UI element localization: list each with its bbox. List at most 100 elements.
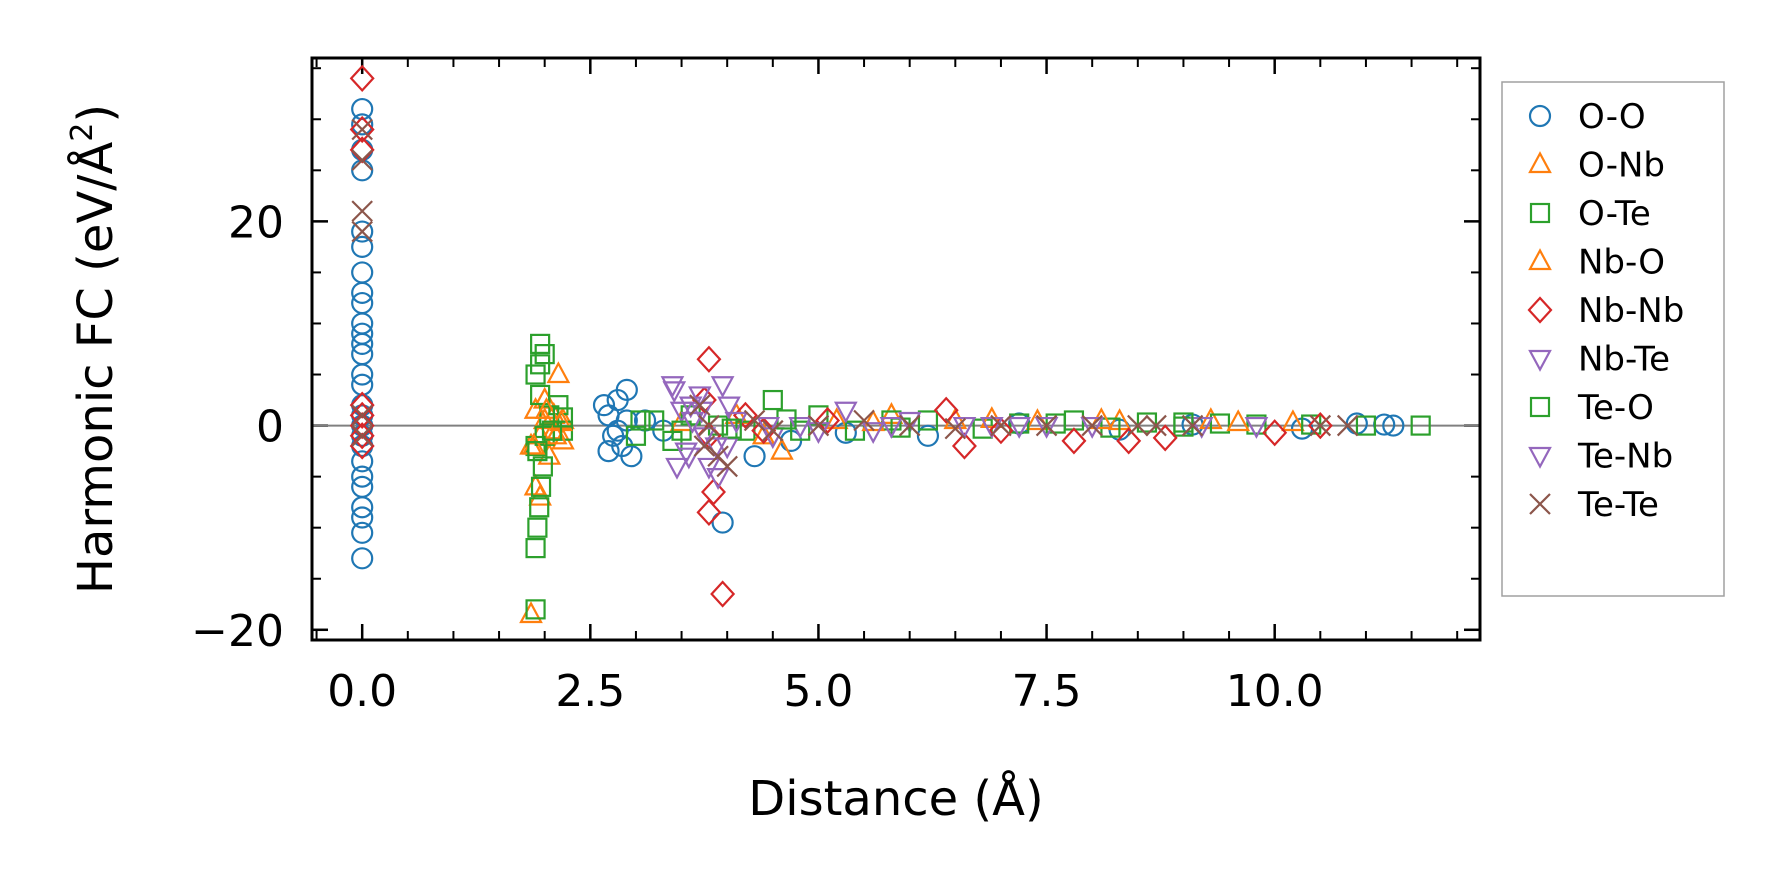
data-point-te-nb	[1034, 416, 1059, 439]
data-point-o-nb	[824, 407, 849, 430]
legend-marker-te-te	[1529, 493, 1551, 515]
legend-marker-o-o	[1528, 104, 1552, 128]
data-point-o-te	[525, 364, 546, 385]
data-point-nb-te	[1080, 416, 1105, 439]
legend-marker-nb-te	[1528, 349, 1552, 372]
data-point-o-te	[530, 333, 551, 354]
legend-marker-o-te	[1529, 202, 1551, 224]
x-axis-label: Distance (Å)	[748, 770, 1043, 827]
data-point-o-o	[620, 445, 643, 468]
y-tick-label: 20	[228, 197, 284, 248]
data-point-o-o	[351, 235, 374, 258]
data-point-o-nb	[1281, 409, 1305, 432]
data-point-o-o	[711, 511, 734, 534]
y-tick-label: 0	[256, 402, 284, 453]
data-point-o-te	[530, 354, 551, 375]
data-point-o-nb	[546, 361, 571, 384]
data-point-o-te	[534, 344, 555, 365]
data-point-te-te	[351, 220, 373, 243]
data-point-o-te	[917, 410, 939, 431]
data-point-nb-nb	[988, 417, 1014, 445]
data-point-te-o	[552, 407, 574, 428]
data-point-o-te	[1355, 415, 1377, 436]
legend-frame	[1501, 81, 1725, 597]
series-te-nb	[662, 381, 1059, 470]
data-point-o-o	[597, 440, 620, 463]
y-tick-label: −20	[191, 606, 284, 657]
data-point-o-te	[1009, 413, 1030, 434]
data-point-nb-te	[1007, 416, 1032, 439]
data-point-nb-te	[710, 376, 735, 399]
data-point-o-o	[916, 424, 940, 447]
data-point-nb-nb	[349, 115, 375, 144]
data-point-o-te	[790, 420, 811, 441]
data-point-te-nb	[704, 437, 729, 460]
data-point-o-o	[351, 496, 374, 519]
data-point-o-nb	[1025, 408, 1050, 431]
data-point-te-te	[351, 404, 373, 427]
data-point-o-te	[1209, 413, 1231, 434]
legend-label-te-o: Te-O	[1577, 388, 1654, 428]
data-point-nb-nb	[696, 498, 722, 526]
legend-marker-nb-nb	[1527, 296, 1553, 324]
data-point-o-o	[351, 506, 374, 529]
data-point-o-o	[351, 450, 374, 473]
data-point-o-te	[529, 497, 550, 518]
series-te-te	[351, 118, 1359, 478]
data-point-nb-te	[833, 401, 858, 424]
data-point-te-o	[527, 441, 548, 462]
data-point-o-o	[351, 547, 374, 570]
legend-marker-te-nb	[1528, 446, 1552, 469]
data-point-o-te	[525, 538, 546, 559]
data-point-nb-te	[1244, 416, 1269, 439]
data-point-te-te	[762, 419, 784, 442]
x-tick-label: 7.5	[1012, 666, 1082, 717]
data-point-te-nb	[717, 396, 741, 419]
y-axis-label-main: Harmonic FC (eV/Å	[67, 142, 124, 595]
data-point-te-o	[671, 420, 692, 441]
data-point-te-te	[1309, 414, 1332, 437]
data-point-o-te	[1410, 415, 1431, 436]
data-point-nb-te	[665, 457, 689, 480]
data-point-te-te	[1081, 414, 1103, 437]
legend-label-nb-te: Nb-Te	[1578, 340, 1670, 380]
data-point-o-te	[1246, 414, 1267, 435]
data-point-nb-o	[1226, 409, 1251, 432]
data-point-te-nb	[979, 416, 1004, 439]
data-point-nb-nb	[349, 64, 375, 93]
data-point-nb-nb	[1152, 424, 1178, 452]
data-point-o-te	[525, 599, 546, 620]
data-point-nb-nb	[696, 345, 722, 373]
data-point-te-nb	[677, 447, 701, 470]
data-point-te-te	[853, 409, 875, 432]
data-point-o-o	[351, 521, 374, 544]
data-point-nb-te	[1189, 416, 1214, 439]
data-point-nb-te	[706, 468, 730, 490]
x-tick-label: 10.0	[1226, 666, 1324, 717]
y-axis-label: Harmonic FC (eV/Å2)	[65, 104, 124, 594]
data-point-o-o	[351, 363, 374, 386]
data-point-nb-nb	[1262, 419, 1288, 447]
data-point-o-te	[762, 389, 783, 411]
legend-label-nb-o: Nb-O	[1578, 243, 1665, 283]
data-point-te-te	[898, 414, 921, 437]
data-point-o-o	[351, 281, 374, 304]
data-point-te-te	[689, 394, 711, 416]
data-point-nb-te	[861, 422, 886, 444]
data-point-nb-nb	[732, 401, 758, 429]
data-point-o-te	[532, 456, 553, 477]
data-point-o-o	[592, 394, 616, 417]
data-point-o-te	[530, 384, 551, 406]
data-point-nb-nb	[1307, 411, 1333, 440]
legend-label-nb-nb: Nb-Nb	[1578, 291, 1684, 331]
x-tick-label: 0.0	[327, 666, 397, 717]
data-point-o-te	[530, 476, 552, 497]
legend-marker-te-o	[1529, 396, 1551, 418]
data-point-te-te	[1336, 414, 1359, 437]
data-point-o-o	[351, 220, 374, 243]
data-point-nb-nb	[815, 406, 841, 435]
data-point-o-te	[625, 425, 647, 446]
data-point-o-nb	[770, 437, 794, 460]
data-point-nb-nb	[349, 136, 375, 164]
data-point-te-te	[944, 417, 967, 440]
